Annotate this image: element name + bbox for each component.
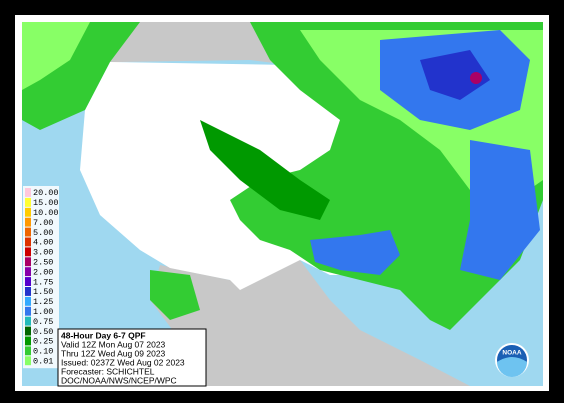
legend-swatch [25,188,31,197]
precip-atlantic [460,140,540,280]
legend-swatch [25,217,31,227]
legend-label: 0.75 [33,317,53,327]
mexico [150,260,470,386]
legend-label: 2.00 [33,267,53,277]
info-box-bg [57,328,207,387]
legend-label: 1.25 [33,297,53,307]
legend-label: 0.25 [33,337,53,347]
legend-label: 3.00 [33,248,53,258]
info-line: Forecaster: SCHICHTEL [61,366,155,376]
legend-label: 1.50 [33,287,53,297]
info-line: Issued: 0237Z Wed Aug 02 2023 [61,357,185,367]
legend-swatch [25,277,31,286]
info-line: Valid 12Z Mon Aug 07 2023 [61,339,166,349]
legend-label: 4.00 [33,238,53,248]
info-box: 48-Hour Day 6-7 QPF Valid 12Z Mon Aug 07… [57,328,207,387]
precip-south [310,230,400,275]
precip-plains [200,120,330,220]
legend-label: 2.50 [33,258,53,268]
legend-swatch [25,267,31,277]
legend-swatch [25,237,31,247]
legend-swatch [25,356,31,366]
legend-label: 1.00 [33,307,53,317]
precip-southwest [150,270,200,320]
legend-swatch [25,247,31,257]
legend: 20.0015.0010.007.005.004.003.002.502.001… [23,186,59,369]
legend-swatch [25,336,31,346]
legend-label: 10.00 [33,208,59,218]
precip-max [470,72,482,84]
legend-label: 1.75 [33,277,53,287]
legend-swatch [25,207,31,217]
info-title: 48-Hour Day 6-7 QPF [61,330,146,340]
legend-swatch [25,257,31,267]
map-area [22,22,543,386]
legend-swatch [25,197,31,207]
legend-swatch [25,296,31,306]
logo-wave [497,357,527,377]
noaa-logo: NOAA [495,343,529,377]
legend-label: 7.00 [33,218,53,228]
legend-label: 0.10 [33,347,53,357]
legend-swatch [25,287,31,296]
logo-text: NOAA [502,350,521,357]
legend-swatch [25,227,31,237]
precip-northeast-core [420,50,490,100]
legend-label: 0.50 [33,327,53,337]
legend-label: 5.00 [33,228,53,238]
info-line: DOC/NOAA/NWS/NCEP/WPC [61,375,177,385]
legend-swatch [25,346,31,356]
legend-label: 20.00 [33,188,59,198]
legend-swatch [25,306,31,316]
legend-swatch [25,326,31,336]
legend-swatch [25,316,31,326]
precip-west-light [22,22,90,90]
legend-label: 0.01 [33,357,53,367]
info-line: Thru 12Z Wed Aug 09 2023 [61,348,166,358]
legend-label: 15.00 [33,198,59,208]
